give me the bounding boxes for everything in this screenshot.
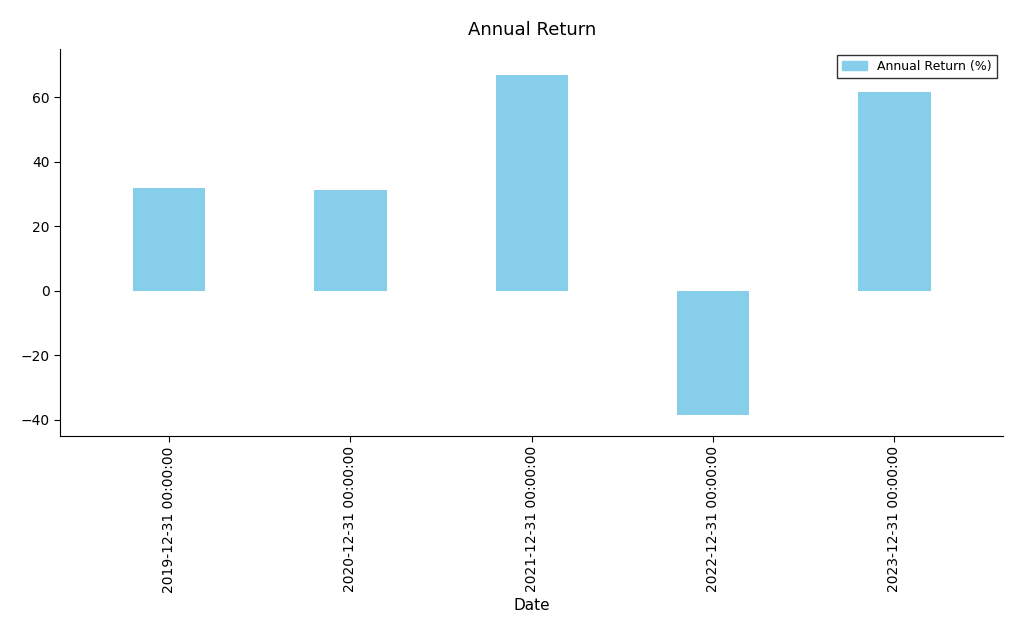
Bar [314, 190, 387, 290]
Title: Annual Return: Annual Return [468, 21, 596, 39]
X-axis label: Date: Date [513, 598, 550, 613]
Bar [496, 75, 568, 290]
Bar [677, 290, 750, 415]
Bar [133, 188, 206, 290]
Legend: Annual Return (%): Annual Return (%) [838, 55, 997, 78]
Bar [858, 93, 931, 290]
